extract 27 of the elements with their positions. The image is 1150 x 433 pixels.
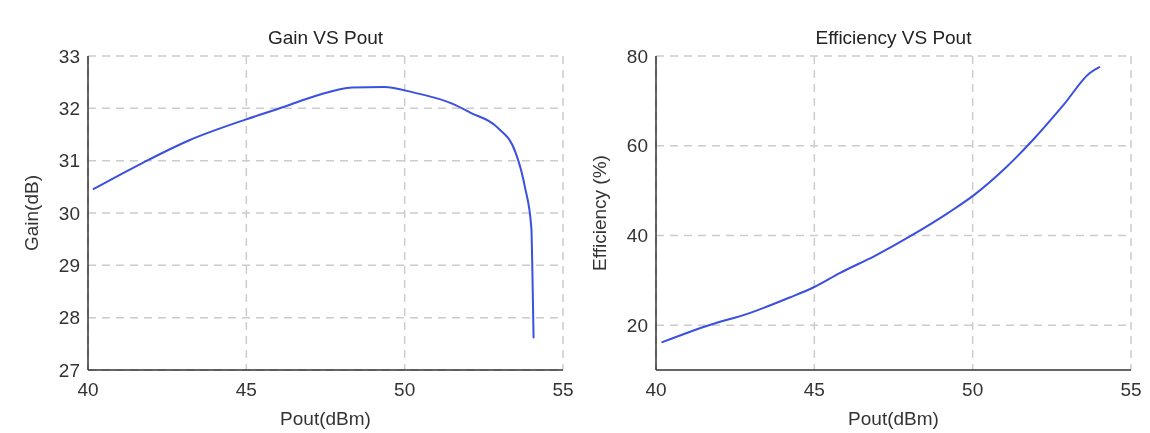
line-series <box>661 66 1101 344</box>
x-tick-label: 55 <box>552 379 574 400</box>
x-tick-label: 45 <box>235 379 257 400</box>
y-tick-label: 33 <box>58 45 80 67</box>
x-tick-label: 45 <box>803 379 825 400</box>
x-tick-label: 40 <box>645 379 667 400</box>
y-tick-label: 20 <box>626 314 648 336</box>
y-tick-label: 40 <box>626 225 648 247</box>
line-series <box>92 85 535 339</box>
y-axis-title: Gain(dB) <box>21 174 42 252</box>
x-tick-label: 50 <box>394 379 416 400</box>
y-axis-title: Efficiency (%) <box>589 155 610 271</box>
y-tick-label: 60 <box>626 135 648 157</box>
x-tick-label: 40 <box>77 379 99 400</box>
x-tick-label: 50 <box>962 379 984 400</box>
y-tick-label: 28 <box>58 307 80 329</box>
y-tick-label: 32 <box>58 97 80 119</box>
x-tick-label: 55 <box>1120 379 1142 400</box>
x-axis-title: Pout(dBm) <box>280 408 371 429</box>
y-tick-label: 80 <box>626 45 648 67</box>
y-tick-label: 27 <box>58 359 80 381</box>
x-axis-title: Pout(dBm) <box>848 408 939 429</box>
y-tick-label: 29 <box>58 254 80 276</box>
y-tick-label: 30 <box>58 202 80 224</box>
chart-title: Efficiency VS Pout <box>815 27 973 48</box>
y-tick-label: 31 <box>58 150 80 172</box>
chart-title: Gain VS Pout <box>267 27 384 48</box>
